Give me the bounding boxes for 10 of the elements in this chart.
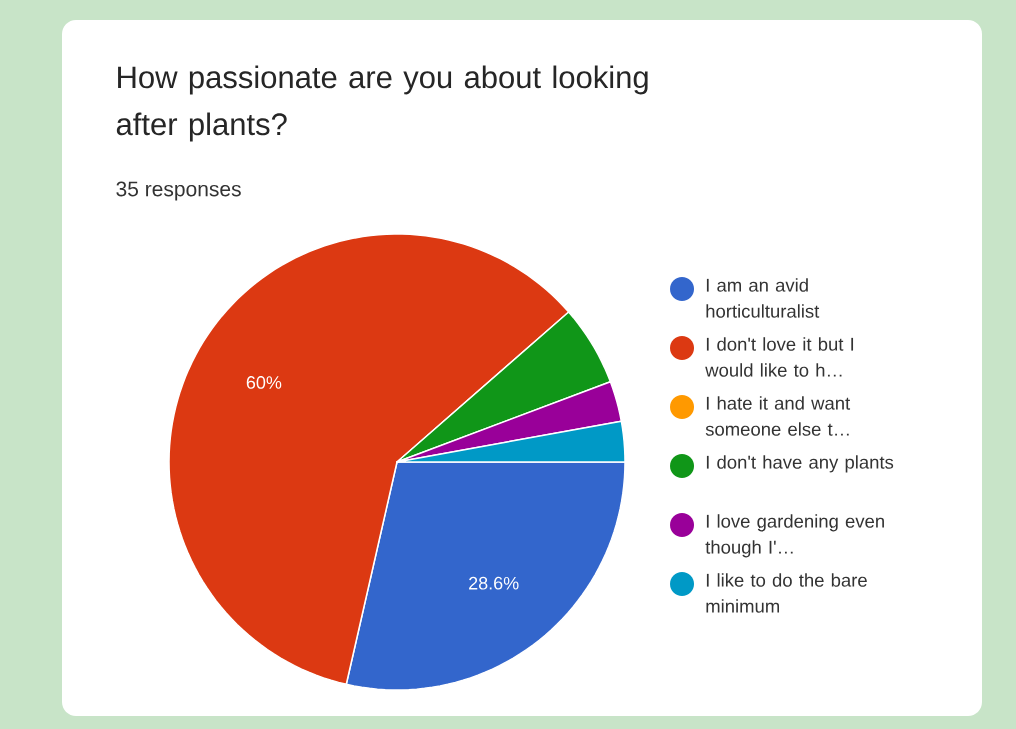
data-label: 28.6% [469,576,519,590]
data-label: 60% [246,376,282,389]
legend-label: I don't have any plants [706,455,894,473]
legend-label: I hate it and want someone else t… [705,396,851,436]
chart-title: How passionate are you about looking after plants? [116,65,648,142]
legend-label: I like to do the bare minimum [706,573,867,613]
legend-label: I don't love it but I would like to h… [705,337,854,377]
chart-subtitle: 35 responses [116,181,241,201]
legend-label: I am an avid horticulturalist [706,278,820,318]
legend-label: I love gardening even though I'… [705,514,884,558]
